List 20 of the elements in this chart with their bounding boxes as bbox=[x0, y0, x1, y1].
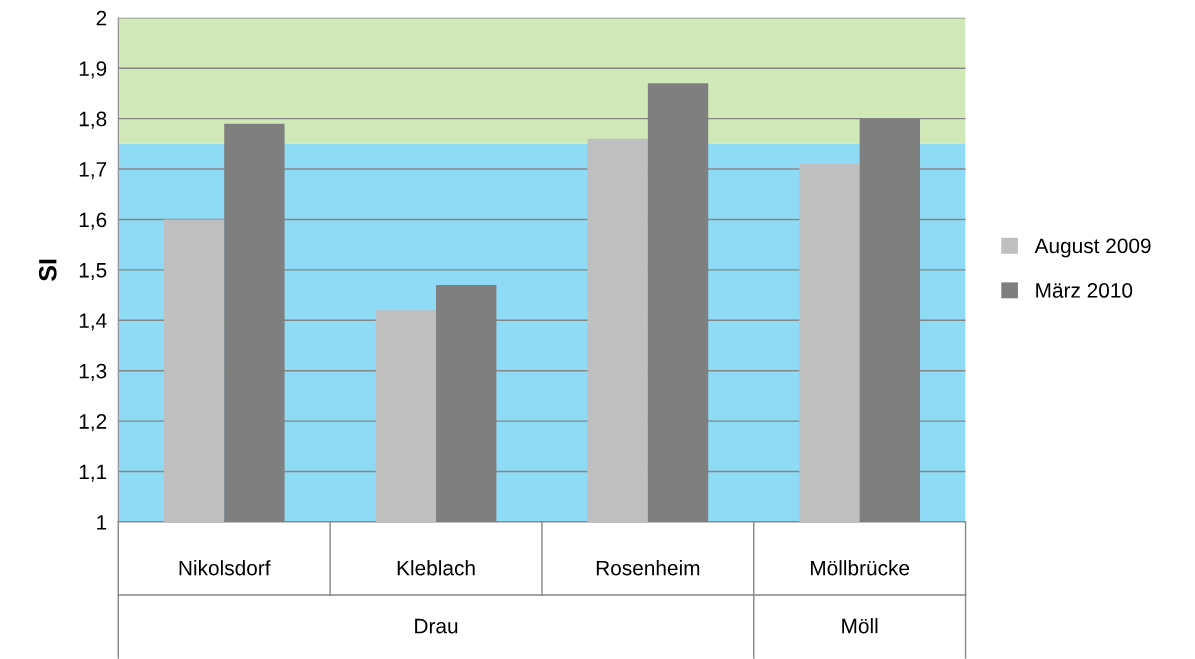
x-tick-label: Nikolsdorf bbox=[179, 560, 271, 576]
y-tick-label: 1 bbox=[97, 515, 107, 530]
x-tick-label: Möllbrücke bbox=[811, 560, 910, 576]
y-tick-label: 1,1 bbox=[79, 464, 107, 482]
y-tick-label: 1,5 bbox=[79, 263, 107, 281]
y-tick-label: 1,2 bbox=[79, 414, 107, 432]
x-tick-label: Kleblach bbox=[397, 560, 475, 576]
y-tick-label: 1,3 bbox=[79, 363, 107, 381]
y-tick-label: 1,4 bbox=[79, 313, 107, 331]
legend-label: März 2010 bbox=[1036, 283, 1133, 298]
y-axis-title: SI bbox=[38, 259, 57, 281]
legend-label: August 2009 bbox=[1034, 238, 1151, 258]
y-tick-label: 1,7 bbox=[79, 162, 107, 180]
x-tick-label: Rosenheim bbox=[596, 560, 700, 576]
y-tick-label: 1,8 bbox=[79, 111, 107, 129]
y-tick-label: 1,6 bbox=[79, 212, 107, 230]
text: Drau bbox=[415, 618, 458, 634]
y-tick-label: 1,9 bbox=[79, 61, 107, 79]
y-tick-label: 2 bbox=[96, 10, 107, 26]
text: Möll bbox=[842, 618, 878, 634]
